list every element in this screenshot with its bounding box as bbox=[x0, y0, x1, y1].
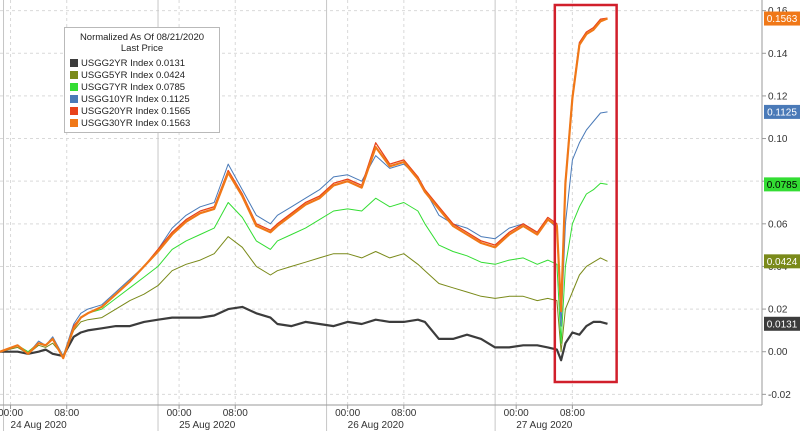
last-value-badge-text: 0.1125 bbox=[767, 107, 797, 118]
series-line-usgg2yr bbox=[0, 305, 608, 362]
day-label: 25 Aug 2020 bbox=[179, 420, 236, 431]
legend-title: Normalized As Of 08/21/2020 bbox=[79, 32, 205, 43]
last-value-badge-bg bbox=[764, 316, 800, 331]
x-tick-label: 00:00 bbox=[167, 408, 192, 419]
x-tick-label: 08:00 bbox=[54, 408, 79, 419]
legend-series-name: USGG5YR Index bbox=[81, 70, 154, 81]
y-tick-label: 0.02 bbox=[768, 305, 788, 316]
x-tick-label: 08:00 bbox=[391, 408, 416, 419]
legend-swatch bbox=[70, 119, 78, 127]
legend-item: USGG20YR Index 0.1565 bbox=[70, 106, 190, 118]
x-tick-label: 08:00 bbox=[560, 408, 585, 419]
chart-legend: Normalized As Of 08/21/2020 Last Price U… bbox=[64, 27, 220, 133]
legend-item: USGG7YR Index 0.0785 bbox=[70, 82, 185, 94]
legend-item: USGG5YR Index 0.0424 bbox=[70, 70, 185, 82]
legend-series-name: USGG20YR Index bbox=[81, 106, 159, 117]
y-tick-label: 0.10 bbox=[768, 134, 788, 145]
legend-series-value: 0.1565 bbox=[158, 106, 191, 117]
y-tick-label: 0.14 bbox=[768, 49, 788, 60]
legend-series-value: 0.0424 bbox=[153, 70, 186, 81]
legend-series-value: 0.1125 bbox=[158, 94, 190, 105]
last-value-badge-bg bbox=[764, 104, 800, 119]
legend-series-name: USGG2YR Index bbox=[81, 58, 154, 69]
legend-series-value: 0.0131 bbox=[153, 58, 186, 69]
day-label: 26 Aug 2020 bbox=[348, 420, 405, 431]
last-value-badge: 0.1563 bbox=[764, 11, 800, 26]
y-tick-label: -0.02 bbox=[768, 390, 791, 401]
last-value-badge-text: 0.0131 bbox=[767, 319, 798, 330]
legend-swatch bbox=[70, 95, 78, 103]
last-value-badge: 0.0424 bbox=[764, 254, 800, 269]
legend-swatch bbox=[70, 107, 78, 115]
last-value-badge: 0.0131 bbox=[764, 316, 800, 331]
legend-item: USGG2YR Index 0.0131 bbox=[70, 58, 185, 70]
y-tick-label: 0.06 bbox=[768, 219, 788, 230]
legend-item: USGG10YR Index 0.1125 bbox=[70, 94, 190, 106]
legend-swatch bbox=[70, 59, 78, 67]
legend-item: USGG30YR Index 0.1563 bbox=[70, 118, 190, 130]
last-value-badge-text: 0.0785 bbox=[767, 180, 798, 191]
highlight-box bbox=[553, 3, 618, 384]
legend-series-value: 0.1563 bbox=[158, 118, 191, 129]
last-value-badge-bg bbox=[764, 254, 800, 269]
legend-swatch bbox=[70, 83, 78, 91]
last-value-badge-bg bbox=[764, 177, 800, 192]
x-tick-label: 00:00 bbox=[335, 408, 360, 419]
legend-series-name: USGG10YR Index bbox=[81, 94, 159, 105]
legend-series-value: 0.0785 bbox=[153, 82, 186, 93]
x-tick-label: 08:00 bbox=[223, 408, 248, 419]
day-label: 24 Aug 2020 bbox=[11, 420, 68, 431]
x-tick-label: 00:00 bbox=[504, 408, 529, 419]
last-value-badge: 0.0785 bbox=[764, 177, 800, 192]
y-tick-label: 0.12 bbox=[768, 91, 788, 102]
series-line-usgg5yr bbox=[0, 236, 608, 357]
x-tick-label: 00:00 bbox=[0, 408, 23, 419]
legend-series-name: USGG30YR Index bbox=[81, 118, 159, 129]
last-value-badge: 0.1125 bbox=[764, 104, 800, 119]
day-label: 27 Aug 2020 bbox=[516, 420, 573, 431]
last-value-badge-bg bbox=[764, 11, 800, 26]
y-tick-label: 0.00 bbox=[768, 347, 788, 358]
legend-subtitle: Last Price bbox=[120, 43, 164, 54]
last-value-badge-text: 0.0424 bbox=[767, 257, 798, 268]
legend-swatch bbox=[70, 71, 78, 79]
series-line-usgg30yr bbox=[0, 17, 608, 360]
legend-series-name: USGG7YR Index bbox=[81, 82, 154, 93]
last-value-badge-text: 0.1563 bbox=[767, 14, 798, 25]
